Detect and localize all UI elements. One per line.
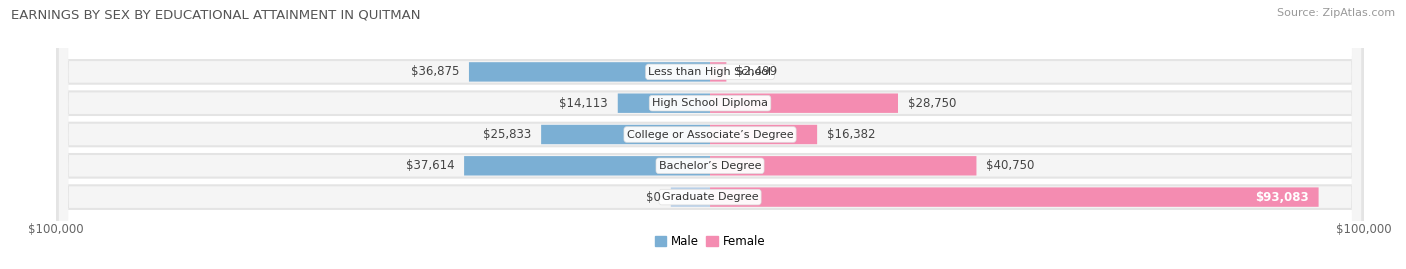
- FancyBboxPatch shape: [59, 0, 1361, 269]
- Text: $93,083: $93,083: [1256, 191, 1309, 204]
- Text: High School Diploma: High School Diploma: [652, 98, 768, 108]
- Text: $36,875: $36,875: [411, 65, 460, 78]
- Legend: Male, Female: Male, Female: [650, 230, 770, 253]
- FancyBboxPatch shape: [56, 0, 1364, 269]
- FancyBboxPatch shape: [56, 0, 1364, 269]
- Text: $16,382: $16,382: [827, 128, 876, 141]
- FancyBboxPatch shape: [710, 62, 727, 82]
- FancyBboxPatch shape: [710, 125, 817, 144]
- FancyBboxPatch shape: [56, 0, 1364, 269]
- FancyBboxPatch shape: [59, 0, 1361, 269]
- FancyBboxPatch shape: [56, 0, 1364, 269]
- Text: $14,113: $14,113: [560, 97, 607, 110]
- Text: $2,499: $2,499: [737, 65, 778, 78]
- FancyBboxPatch shape: [56, 0, 1364, 269]
- FancyBboxPatch shape: [59, 0, 1361, 269]
- FancyBboxPatch shape: [464, 156, 710, 175]
- Text: $25,833: $25,833: [484, 128, 531, 141]
- FancyBboxPatch shape: [59, 0, 1361, 269]
- FancyBboxPatch shape: [671, 187, 710, 207]
- FancyBboxPatch shape: [59, 0, 1361, 269]
- FancyBboxPatch shape: [470, 62, 710, 82]
- FancyBboxPatch shape: [617, 94, 710, 113]
- Text: Bachelor’s Degree: Bachelor’s Degree: [659, 161, 761, 171]
- FancyBboxPatch shape: [710, 187, 1319, 207]
- Text: $37,614: $37,614: [406, 159, 454, 172]
- Text: College or Associate’s Degree: College or Associate’s Degree: [627, 129, 793, 140]
- Text: Source: ZipAtlas.com: Source: ZipAtlas.com: [1277, 8, 1395, 18]
- Text: Graduate Degree: Graduate Degree: [662, 192, 758, 202]
- Text: $40,750: $40,750: [986, 159, 1035, 172]
- FancyBboxPatch shape: [710, 94, 898, 113]
- FancyBboxPatch shape: [541, 125, 710, 144]
- Text: Less than High School: Less than High School: [648, 67, 772, 77]
- Text: EARNINGS BY SEX BY EDUCATIONAL ATTAINMENT IN QUITMAN: EARNINGS BY SEX BY EDUCATIONAL ATTAINMEN…: [11, 8, 420, 21]
- Text: $0: $0: [647, 191, 661, 204]
- FancyBboxPatch shape: [710, 156, 976, 175]
- Text: $28,750: $28,750: [908, 97, 956, 110]
